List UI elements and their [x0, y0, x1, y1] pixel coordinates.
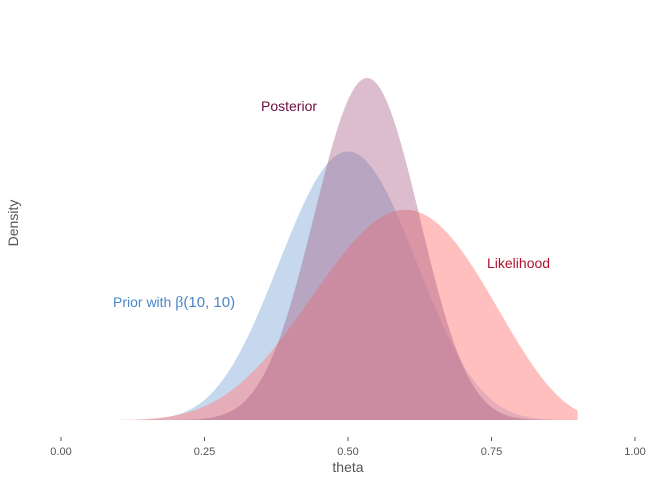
x-tick-label: 0.75 [481, 446, 502, 458]
likelihood-label: Likelihood [487, 255, 550, 271]
prior-label: Prior with β(10, 10) [113, 294, 235, 311]
prior-label-beta-symbol: β [175, 294, 183, 311]
area-posterior [118, 78, 578, 420]
x-tick-label: 0.50 [337, 446, 358, 458]
prior-label-suffix: (10, 10) [183, 294, 235, 311]
prior-label-prefix: Prior with [113, 294, 175, 310]
x-tick-label: 0.00 [50, 446, 71, 458]
density-areas [118, 78, 578, 420]
x-tick-label: 1.00 [624, 446, 645, 458]
x-axis-title: theta [332, 459, 363, 475]
x-axis: 0.00 0.25 0.50 0.75 1.00 [50, 437, 646, 458]
area-likelihood [118, 209, 578, 420]
posterior-label: Posterior [261, 98, 317, 114]
x-tick-label: 0.25 [194, 446, 215, 458]
y-axis-title: Density [5, 200, 21, 247]
